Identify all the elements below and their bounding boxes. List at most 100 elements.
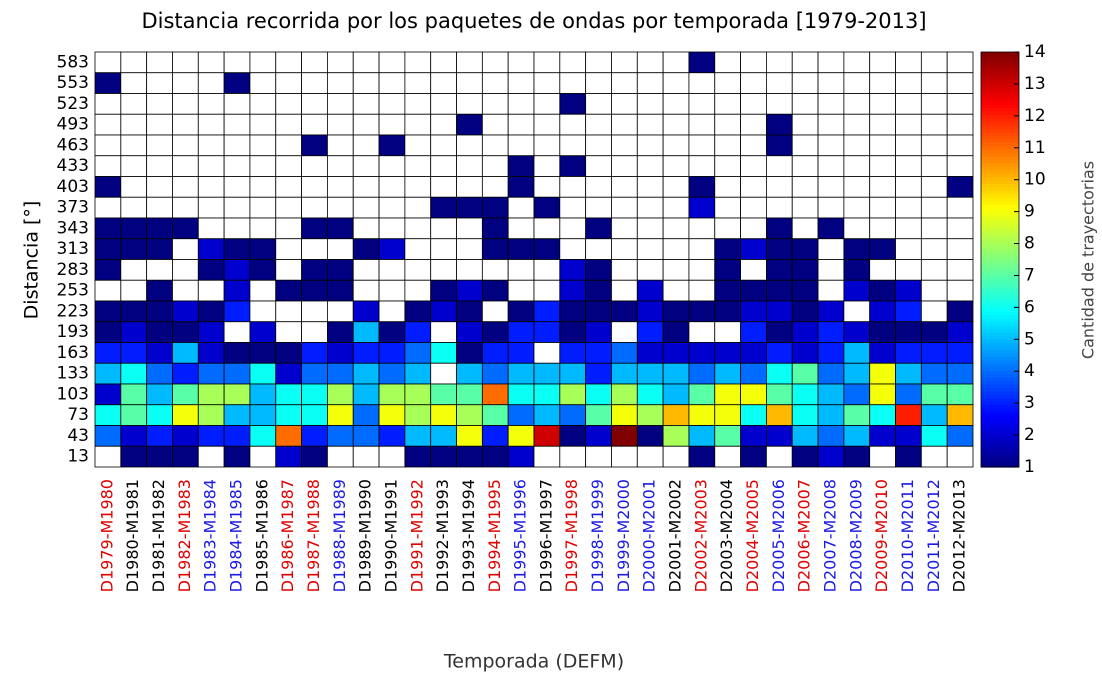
colorbar-segment <box>981 394 1019 399</box>
empty-cell <box>197 279 225 302</box>
colorbar-segment <box>981 52 1019 57</box>
x-tick-label: D2007-M2008 <box>820 479 839 592</box>
empty-cell <box>172 134 199 157</box>
heat-cell <box>197 425 225 447</box>
empty-cell <box>636 51 664 74</box>
heat-cell <box>559 279 587 302</box>
empty-cell <box>249 72 277 94</box>
empty-cell <box>662 279 690 302</box>
empty-cell <box>249 113 277 136</box>
empty-cell <box>766 93 793 115</box>
heat-cell <box>301 259 328 281</box>
heat-cell <box>636 362 664 385</box>
empty-cell <box>585 196 612 219</box>
empty-cell <box>275 155 302 177</box>
empty-cell <box>662 134 690 157</box>
y-tick-label: 523 <box>57 94 89 114</box>
heat-cell <box>352 383 380 406</box>
empty-cell <box>636 217 664 240</box>
y-tick-label: 193 <box>57 322 89 342</box>
empty-cell <box>172 72 199 94</box>
heat-cell <box>791 321 819 343</box>
colorbar-tick-label: 10 <box>1024 170 1046 190</box>
colorbar-segment <box>981 339 1019 344</box>
heat-cell <box>740 445 767 468</box>
heat-cell <box>94 176 122 198</box>
colorbar-segment <box>981 266 1019 271</box>
colorbar-segment <box>981 290 1019 295</box>
heat-cell <box>197 404 225 426</box>
empty-cell <box>352 113 380 136</box>
empty-cell <box>327 155 354 177</box>
colorbar-segment <box>981 242 1019 247</box>
empty-cell <box>662 51 690 74</box>
empty-cell <box>301 196 328 219</box>
colorbar-segment <box>981 117 1019 122</box>
colorbar-segment <box>981 311 1019 316</box>
heat-cell <box>481 321 509 343</box>
heat-cell <box>611 300 638 323</box>
heat-cell <box>740 238 767 260</box>
empty-cell <box>946 113 974 136</box>
heat-cell <box>456 279 483 302</box>
heat-cell <box>223 72 251 94</box>
heat-cell <box>94 217 122 240</box>
empty-cell <box>791 93 819 115</box>
empty-cell <box>946 279 974 302</box>
heat-cell <box>585 279 612 302</box>
heat-cell <box>946 176 974 198</box>
heat-cell <box>94 362 122 385</box>
heat-cell <box>507 404 535 426</box>
colorbar-segment <box>981 328 1019 333</box>
heat-cell <box>688 300 716 323</box>
empty-cell <box>352 279 380 302</box>
x-tick-label: D2008-M2009 <box>846 479 865 592</box>
x-tick-label: D1981-M1982 <box>149 479 168 592</box>
colorbar-segment <box>981 363 1019 368</box>
heat-cell <box>740 279 767 302</box>
heat-cell <box>481 238 509 260</box>
heat-cell <box>611 404 638 426</box>
x-tick-label: D1992-M1993 <box>433 479 452 592</box>
empty-cell <box>714 72 741 94</box>
empty-cell <box>920 113 948 136</box>
colorbar-segment <box>981 301 1019 306</box>
colorbar-segment <box>981 121 1019 126</box>
heat-cell <box>766 217 793 240</box>
heat-cell <box>172 362 199 385</box>
heat-cell <box>146 342 173 364</box>
empty-cell <box>740 51 767 74</box>
empty-cell <box>456 176 483 198</box>
x-tick-label: D1984-M1985 <box>227 479 246 592</box>
empty-cell <box>430 93 457 115</box>
y-tick-label: 463 <box>57 135 89 155</box>
empty-cell <box>920 300 948 323</box>
x-tick-label: D2011-M2012 <box>924 479 943 592</box>
empty-cell <box>456 238 483 260</box>
colorbar-tick-label: 1 <box>1024 457 1035 477</box>
heat-cell <box>791 300 819 323</box>
empty-cell <box>920 196 948 219</box>
empty-cell <box>172 238 199 260</box>
heat-cell <box>533 362 561 385</box>
empty-cell <box>895 134 922 157</box>
empty-cell <box>301 238 328 260</box>
heat-cell <box>766 238 793 260</box>
heat-cell <box>507 362 535 385</box>
y-tick-label: 43 <box>67 426 89 446</box>
heat-cell <box>559 259 587 281</box>
colorbar-segment <box>981 460 1019 465</box>
empty-cell <box>146 176 173 198</box>
heat-cell <box>688 425 716 447</box>
heat-cell <box>688 196 716 219</box>
empty-cell <box>714 113 741 136</box>
empty-cell <box>197 217 225 240</box>
heat-cell <box>223 425 251 447</box>
heat-cell <box>507 425 535 447</box>
x-tick-label: D1999-M2000 <box>614 479 633 592</box>
heat-cell <box>94 259 122 281</box>
heat-cell <box>559 155 587 177</box>
heat-cell <box>507 342 535 364</box>
empty-cell <box>714 155 741 177</box>
colorbar-segment <box>981 148 1019 153</box>
